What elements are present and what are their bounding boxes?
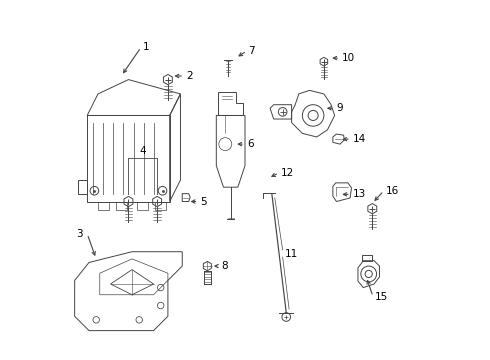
- Text: 7: 7: [248, 46, 255, 56]
- Text: 13: 13: [353, 189, 366, 199]
- Text: 12: 12: [281, 168, 294, 178]
- Text: 10: 10: [342, 53, 355, 63]
- Text: 1: 1: [143, 42, 149, 52]
- Text: 9: 9: [337, 103, 343, 113]
- Text: 8: 8: [221, 261, 228, 271]
- Text: 15: 15: [375, 292, 388, 302]
- Text: 16: 16: [386, 186, 399, 196]
- Text: 6: 6: [247, 139, 253, 149]
- Text: 14: 14: [353, 134, 366, 144]
- Text: 11: 11: [285, 248, 298, 258]
- Text: 5: 5: [200, 197, 207, 207]
- Text: 4: 4: [140, 145, 146, 156]
- Text: 2: 2: [186, 71, 193, 81]
- Text: 3: 3: [76, 229, 82, 239]
